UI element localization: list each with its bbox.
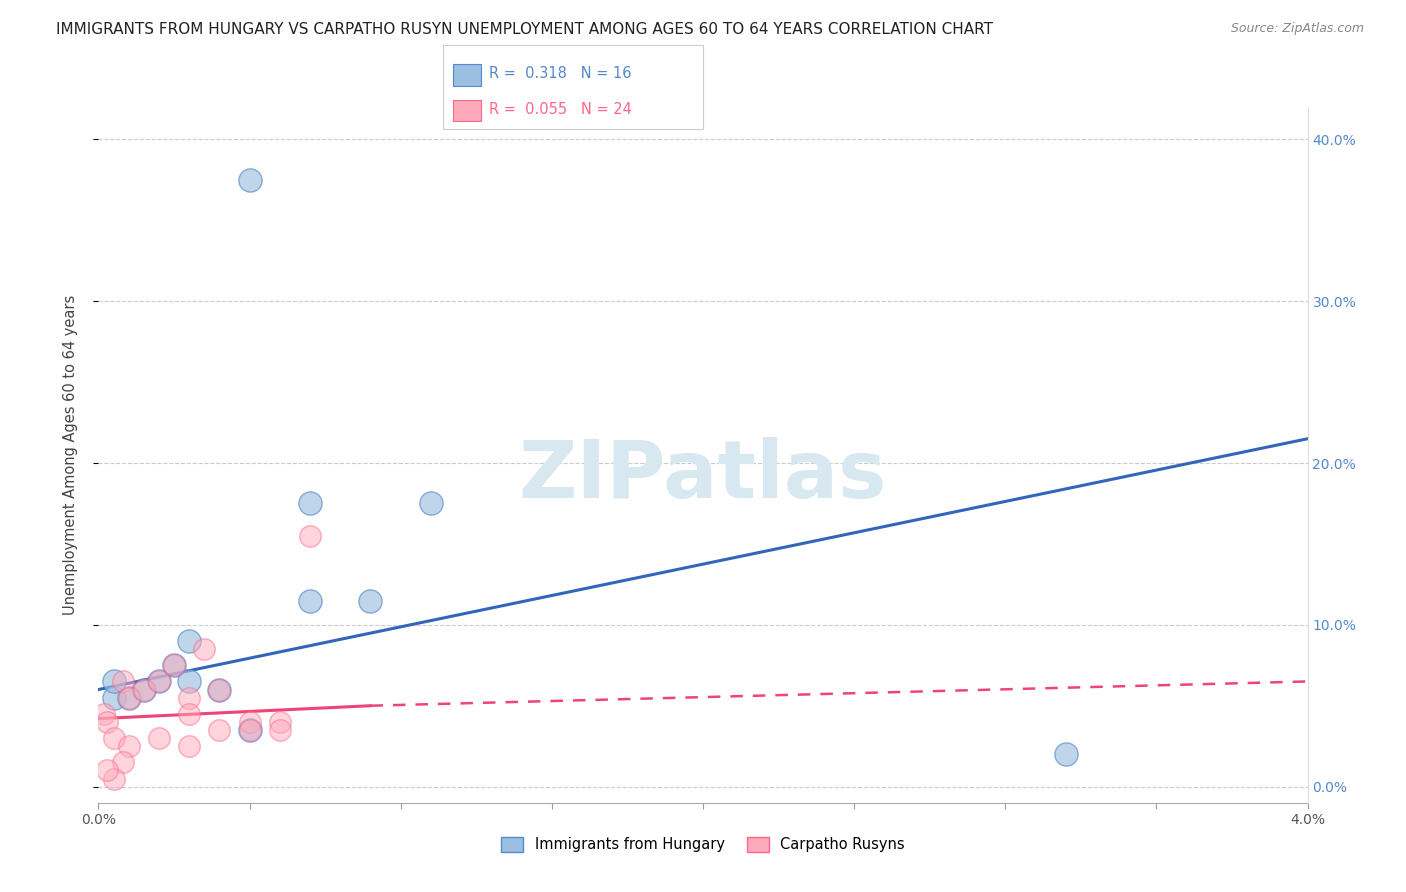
Point [103,772,125,786]
Point [118,690,141,705]
Point [96,714,118,729]
Point [179,674,201,689]
Point [239,173,262,187]
Point [103,731,125,745]
Point [148,674,170,689]
Point [208,682,231,697]
Y-axis label: Unemployment Among Ages 60 to 64 years: Unemployment Among Ages 60 to 64 years [63,294,77,615]
Point [148,731,170,745]
Point [420,496,443,510]
Point [118,690,141,705]
Point [299,529,322,543]
Point [103,674,125,689]
Text: IMMIGRANTS FROM HUNGARY VS CARPATHO RUSYN UNEMPLOYMENT AMONG AGES 60 TO 64 YEARS: IMMIGRANTS FROM HUNGARY VS CARPATHO RUSY… [56,22,993,37]
Point [118,739,141,754]
Point [239,723,262,737]
Text: ZIPatlas: ZIPatlas [519,437,887,515]
Point [132,682,155,697]
Point [299,593,322,607]
Point [111,674,134,689]
Point [299,496,322,510]
Point [360,593,382,607]
Legend: Immigrants from Hungary, Carpatho Rusyns: Immigrants from Hungary, Carpatho Rusyns [495,831,911,858]
Point [208,682,231,697]
Point [269,723,291,737]
Text: R =  0.318   N = 16: R = 0.318 N = 16 [489,66,631,80]
Point [179,706,201,721]
Point [179,634,201,648]
Point [132,682,155,697]
Point [239,714,262,729]
Point [96,764,118,778]
Point [208,723,231,737]
Point [163,658,186,673]
Point [148,674,170,689]
Point [179,739,201,754]
Point [269,714,291,729]
Point [111,756,134,770]
Point [163,658,186,673]
Point [1054,747,1077,762]
Point [179,690,201,705]
Point [103,690,125,705]
Point [193,642,215,657]
Text: R =  0.055   N = 24: R = 0.055 N = 24 [489,103,633,117]
Text: Source: ZipAtlas.com: Source: ZipAtlas.com [1230,22,1364,36]
Point [239,723,262,737]
Point [93,706,115,721]
